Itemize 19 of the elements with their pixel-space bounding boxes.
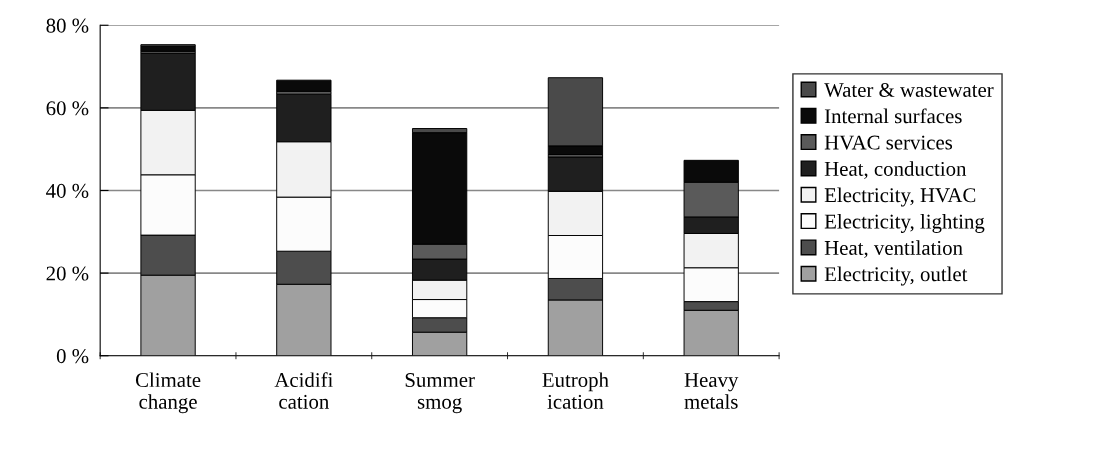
bar [276, 79, 332, 92]
y-tick-label: 80 % [46, 18, 89, 33]
x-tick-label: Climate change [135, 372, 201, 414]
legend-label: Internal surfaces [824, 108, 962, 124]
y-tick-label: 0 % [56, 349, 89, 364]
x-tick-label: Summer smog [405, 373, 475, 414]
legend-label: Electricity, outlet [824, 266, 968, 286]
legend-label: Electricity, HVAC [824, 187, 976, 207]
legend-label: Heat, conduction [824, 161, 967, 179]
legend-label: Heat, ventilation [824, 240, 963, 258]
y-tick-label: 60 % [46, 101, 89, 116]
x-tick-label: Eutroph ication [542, 372, 609, 409]
y-tick-label: 40 % [46, 183, 89, 198]
legend-label: Electricity, lighting [824, 213, 985, 233]
legend-label: Water & wastewater [824, 82, 994, 98]
legend-label: HVAC services [824, 135, 953, 150]
x-tick-label: Heavy metals [684, 373, 739, 409]
y-tick-label: 20 % [46, 266, 89, 281]
x-tick-label: Acidifi cation [274, 372, 333, 409]
